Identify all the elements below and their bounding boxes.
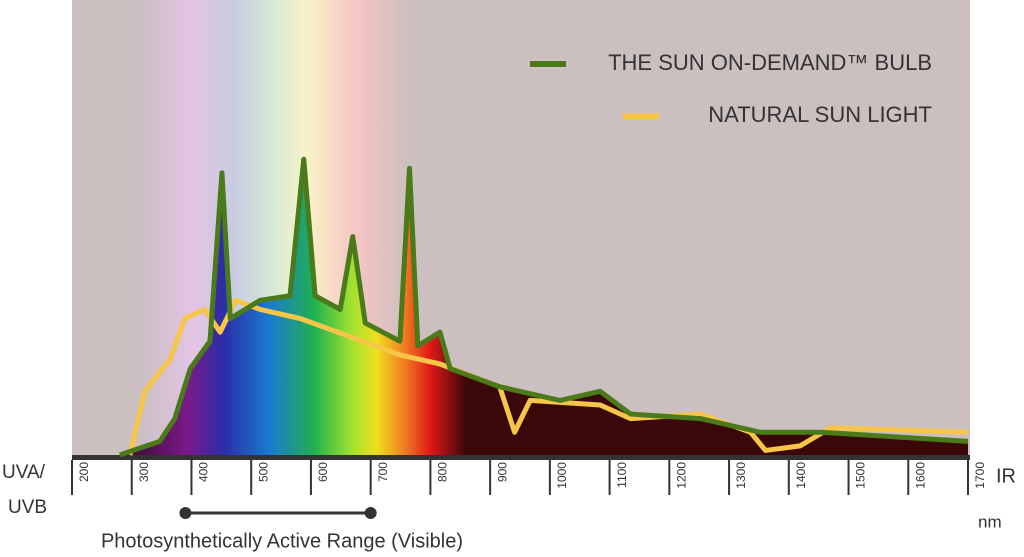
- x-tick-label: 1100: [615, 462, 629, 488]
- x-tick-label: 400: [197, 462, 211, 482]
- range-label: Photosynthetically Active Range (Visible…: [101, 530, 463, 552]
- legend-label: THE SUN ON-DEMAND™ BULB: [608, 50, 932, 75]
- spectrum-area: [119, 159, 968, 455]
- x-unit: nm: [978, 512, 1002, 531]
- x-tick-label: 1000: [555, 462, 569, 489]
- x-axis: [72, 455, 970, 460]
- legend-label: NATURAL SUN LIGHT: [708, 102, 932, 127]
- x-tick-label: 500: [256, 462, 270, 482]
- x-tick-label: 1400: [794, 462, 808, 489]
- x-tick-label: 800: [436, 462, 450, 482]
- x-tick-label: 1700: [973, 462, 987, 489]
- x-tick-label: 1200: [675, 462, 689, 489]
- x-tick-label: 1600: [913, 462, 927, 489]
- x-tick-label: 1500: [854, 462, 868, 489]
- x-right-label: IR: [996, 465, 1016, 487]
- x-tick-label: 200: [77, 462, 91, 482]
- x-tick-label: 300: [137, 462, 151, 482]
- x-tick-label: 1300: [734, 462, 748, 489]
- series-line: [127, 297, 969, 456]
- x-tick-label: 900: [495, 462, 509, 482]
- x-tick-label: 600: [316, 462, 330, 482]
- x-left-label: UVA/: [2, 462, 46, 483]
- x-tick-label: 700: [376, 462, 390, 482]
- x-left-label: UVB: [8, 497, 47, 518]
- series-line: [118, 156, 969, 458]
- range-end: [364, 507, 377, 519]
- range-end: [179, 507, 192, 519]
